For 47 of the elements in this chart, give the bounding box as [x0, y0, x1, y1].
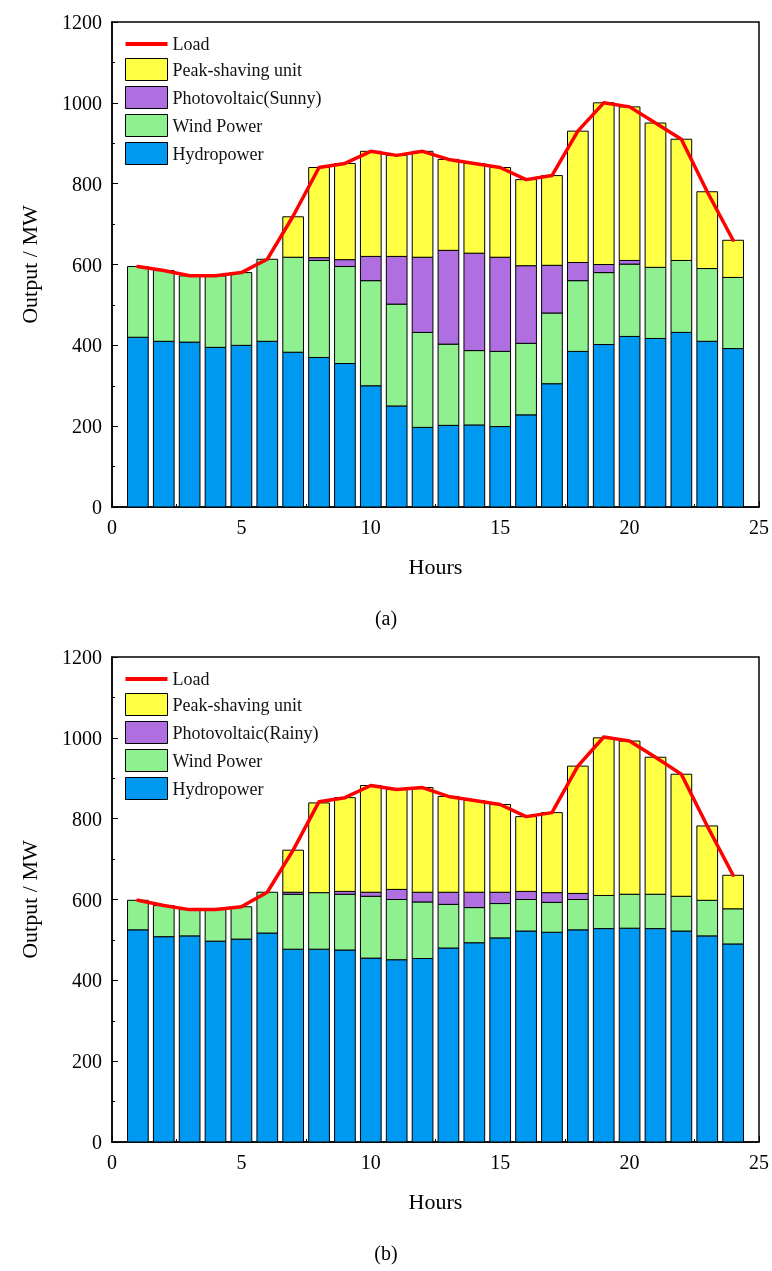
bar	[308, 167, 330, 259]
bar	[618, 106, 641, 261]
x-tick-label: 10	[360, 516, 381, 538]
legend-label: Photovoltaic(Rainy)	[172, 722, 319, 744]
legend-label: Hydropower	[172, 143, 264, 164]
legend-label: Peak-shaving unit	[172, 59, 302, 80]
legend-label: Wind Power	[172, 115, 263, 136]
x-tick-label: 15	[490, 1151, 511, 1173]
y-tick-label: 200	[72, 415, 102, 438]
x-tick-label: 0	[107, 516, 117, 538]
legend-label: Hydropower	[172, 778, 264, 799]
legend-label: Load	[172, 669, 210, 689]
x-axis-title: Hours	[408, 553, 463, 579]
x-tick-label: 5	[236, 516, 247, 538]
y-tick-label: 1200	[62, 11, 102, 33]
legend-label: Peak-shaving unit	[172, 694, 302, 715]
legend-label: Load	[172, 34, 210, 54]
bar	[359, 785, 382, 893]
y-tick-label: 1000	[62, 91, 102, 114]
bar	[334, 797, 356, 892]
y-tick-label: 600	[72, 888, 102, 911]
y-tick-label: 800	[72, 172, 102, 195]
x-tick-label: 0	[107, 1151, 117, 1173]
legend-label: Photovoltaic(Sunny)	[172, 87, 322, 109]
legend-label: Wind Power	[172, 750, 263, 771]
y-tick-label: 800	[72, 807, 102, 830]
x-tick-label: 20	[619, 516, 640, 538]
x-tick-label: 15	[490, 516, 511, 538]
y-tick-label: 400	[72, 334, 102, 357]
x-tick-label: 25	[749, 1151, 769, 1173]
x-tick-label: 20	[619, 1151, 640, 1173]
y-axis-title: Output / MW	[16, 205, 42, 324]
y-tick-label: 400	[72, 969, 102, 992]
x-tick-label: 25	[749, 516, 769, 538]
x-axis-title: Hours	[408, 1188, 463, 1214]
y-tick-label: 0	[92, 496, 102, 518]
y-axis-title: Output / MW	[16, 840, 42, 959]
bar	[282, 849, 305, 893]
x-tick-label: 5	[236, 1151, 247, 1173]
y-tick-label: 600	[72, 253, 102, 276]
text: (a)	[374, 607, 398, 630]
x-tick-label: 10	[360, 1151, 381, 1173]
text: (b)	[374, 1242, 398, 1265]
y-tick-label: 1200	[62, 646, 102, 668]
y-tick-label: 200	[72, 1050, 102, 1073]
y-tick-label: 0	[92, 1131, 102, 1153]
y-tick-label: 1000	[62, 726, 102, 749]
